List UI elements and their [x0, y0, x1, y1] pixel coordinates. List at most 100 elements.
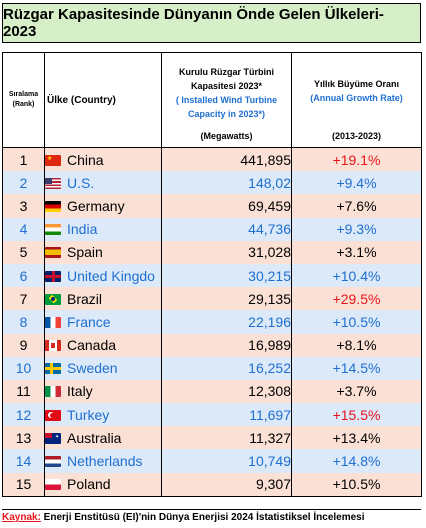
- rank-cell: 10: [2, 356, 45, 380]
- country-name: Sweden: [67, 360, 118, 377]
- sweden-flag-icon: [45, 363, 61, 375]
- table-body: 1 ★ China 441,895 +19.1% 2 U.S. 148,02 +9.4% 3 Ger…: [2, 147, 422, 497]
- growth-cell: +19.1%: [291, 147, 422, 172]
- growth-cell: +13.4%: [291, 426, 422, 450]
- capacity-cell: 11,697: [161, 403, 292, 427]
- growth-cell: +9.3%: [291, 217, 422, 241]
- growth-header-line-2: (Annual Growth Rate): [310, 93, 403, 103]
- table-row: 10 Sweden 16,252 +14.5%: [2, 356, 422, 380]
- growth-cell: +3.1%: [291, 240, 422, 264]
- germany-flag-icon: [45, 200, 61, 212]
- capacity-cell: 441,895: [161, 147, 292, 172]
- capacity-cell: 16,252: [161, 356, 292, 380]
- country-name: Italy: [67, 383, 93, 400]
- capacity-column-header: Kurulu Rüzgar Türbini Kapasitesi 2023* (…: [161, 52, 292, 148]
- table-row: 7 Brazil 29,135 +29.5%: [2, 287, 422, 311]
- table-row: 15 Poland 9,307 +10.5%: [2, 472, 422, 497]
- country-name: United Kingdo: [67, 267, 155, 284]
- us-flag-icon: [45, 177, 61, 189]
- capacity-cell: 10,749: [161, 449, 292, 473]
- growth-cell: +14.5%: [291, 356, 422, 380]
- rank-cell: 6: [2, 263, 45, 288]
- growth-cell: +8.1%: [291, 333, 422, 357]
- capacity-cell: 30,215: [161, 263, 292, 288]
- country-name: Canada: [67, 337, 117, 354]
- country-cell: ✦ Australia: [44, 426, 162, 450]
- country-cell: France: [44, 310, 162, 334]
- country-name: Poland: [67, 476, 111, 493]
- capacity-cell: 22,196: [161, 310, 292, 334]
- table-row: 3 Germany 69,459 +7.6%: [2, 194, 422, 218]
- growth-cell: +10.5%: [291, 472, 422, 497]
- rank-cell: 1: [2, 147, 45, 172]
- capacity-cell: 9,307: [161, 472, 292, 497]
- country-cell: Germany: [44, 194, 162, 218]
- rank-cell: 15: [2, 472, 45, 497]
- capacity-header-line-4: Capacity in 2023*): [187, 109, 266, 119]
- growth-cell: +9.4%: [291, 171, 422, 195]
- page-title: Rüzgar Kapasitesinde Dünyanın Önde Gelen…: [2, 3, 421, 43]
- table-row: 6 United Kingdo 30,215 +10.4%: [2, 263, 422, 288]
- growth-cell: +10.5%: [291, 310, 422, 334]
- table-row: 13 ✦ Australia 11,327 +13.4%: [2, 426, 422, 450]
- growth-cell: +29.5%: [291, 287, 422, 311]
- country-cell: Poland: [44, 472, 162, 497]
- source-text: Enerji Enstitüsü (EI)'nin Dünya Enerjisi…: [40, 512, 365, 523]
- poland-flag-icon: [45, 479, 61, 491]
- france-flag-icon: [45, 316, 61, 328]
- country-cell: U.S.: [44, 171, 162, 195]
- capacity-header-line-3: ( Installed Wind Turbine: [175, 95, 278, 105]
- spain-flag-icon: [45, 247, 61, 259]
- rank-cell: 9: [2, 333, 45, 357]
- wind-capacity-table: Sıralama (Rank) Ülke (Country) Kurulu Rü…: [2, 52, 422, 497]
- india-flag-icon: [45, 224, 61, 236]
- rank-cell: 5: [2, 240, 45, 264]
- growth-cell: +15.5%: [291, 403, 422, 427]
- rank-cell: 8: [2, 310, 45, 334]
- growth-cell: +14.8%: [291, 449, 422, 473]
- rank-cell: 3: [2, 194, 45, 218]
- capacity-cell: 31,028: [161, 240, 292, 264]
- table-header-row: Sıralama (Rank) Ülke (Country) Kurulu Rü…: [2, 52, 422, 148]
- rank-header-label: Sıralama: [8, 91, 39, 98]
- country-cell: Sweden: [44, 356, 162, 380]
- country-cell: Brazil: [44, 287, 162, 311]
- capacity-header-line-1: Kurulu Rüzgar Türbini: [179, 67, 274, 77]
- capacity-cell: 44,736: [161, 217, 292, 241]
- country-name: Spain: [67, 244, 103, 261]
- source-note: Kaynak: Enerji Enstitüsü (EI)'nin Dünya …: [2, 509, 421, 523]
- table-row: 8 France 22,196 +10.5%: [2, 310, 422, 334]
- rank-cell: 13: [2, 426, 45, 450]
- brazil-flag-icon: [45, 293, 61, 305]
- table-row: 9 Canada 16,989 +8.1%: [2, 333, 422, 357]
- country-cell: Canada: [44, 333, 162, 357]
- country-column-header: Ülke (Country): [44, 52, 162, 148]
- rank-cell: 7: [2, 287, 45, 311]
- rank-column-header: Sıralama (Rank): [2, 52, 45, 148]
- table-row: 5 Spain 31,028 +3.1%: [2, 240, 422, 264]
- capacity-header-line-2: Kapasitesi 2023*: [190, 81, 263, 91]
- country-name: China: [67, 151, 104, 168]
- italy-flag-icon: [45, 386, 61, 398]
- country-cell: Italy: [44, 379, 162, 404]
- table-row: 11 Italy 12,308 +3.7%: [2, 379, 422, 404]
- capacity-cell: 148,02: [161, 171, 292, 195]
- capacity-units-label: (Megawatts): [200, 131, 253, 141]
- rank-cell: 14: [2, 449, 45, 473]
- country-cell: Netherlands: [44, 449, 162, 473]
- turkey-flag-icon: [45, 409, 61, 421]
- capacity-cell: 11,327: [161, 426, 292, 450]
- table-row: 12 Turkey 11,697 +15.5%: [2, 403, 422, 427]
- country-cell: Turkey: [44, 403, 162, 427]
- country-cell: United Kingdo: [44, 263, 162, 288]
- australia-flag-icon: ✦: [45, 432, 61, 444]
- country-name: Australia: [67, 429, 122, 446]
- rank-cell: 11: [2, 379, 45, 404]
- rank-cell: 4: [2, 217, 45, 241]
- growth-period-label: (2013-2023): [331, 131, 382, 141]
- growth-cell: +10.4%: [291, 263, 422, 288]
- country-cell: India: [44, 217, 162, 241]
- country-name: Turkey: [67, 406, 110, 423]
- growth-header-line-1: Yıllık Büyüme Oranı: [313, 79, 400, 89]
- growth-cell: +3.7%: [291, 379, 422, 404]
